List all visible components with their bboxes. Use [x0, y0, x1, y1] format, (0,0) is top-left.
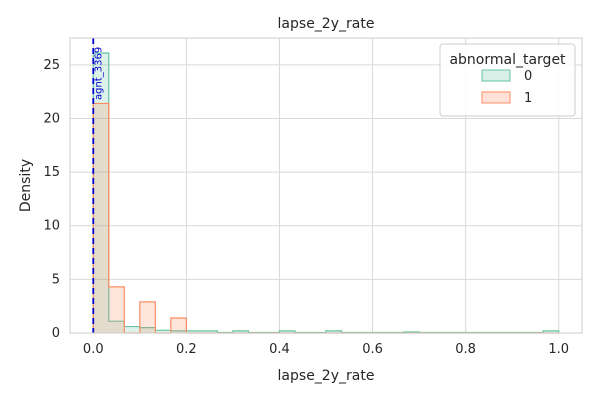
x-tick-label: 0.8 — [455, 342, 476, 357]
chart-title: lapse_2y_rate — [278, 16, 375, 32]
x-tick-label: 0.4 — [269, 342, 290, 357]
bar — [139, 327, 156, 333]
bar — [124, 326, 140, 333]
reference-line-group: agnt_3369 — [92, 38, 104, 333]
bar — [108, 321, 125, 333]
legend-entries: 01 — [481, 69, 532, 106]
legend-swatch — [481, 69, 511, 82]
legend-entry: 0 — [481, 69, 532, 84]
reference-line-label: agnt_3369 — [93, 47, 104, 100]
bar — [93, 103, 109, 333]
x-tick-label: 0.2 — [176, 342, 197, 357]
legend: abnormal_target 01 — [439, 43, 576, 117]
plot-frame — [69, 37, 583, 334]
legend-swatch — [481, 91, 511, 104]
y-tick-label: 15 — [43, 165, 60, 180]
bar — [279, 330, 295, 333]
bar — [170, 330, 187, 333]
bar — [232, 330, 249, 333]
legend-title: abnormal_target — [449, 52, 566, 68]
y-tick-label: 20 — [43, 111, 60, 126]
legend-label: 1 — [524, 91, 532, 106]
legend-box — [439, 43, 576, 117]
y-tick-label: 10 — [43, 219, 60, 234]
y-tick-label: 25 — [43, 58, 60, 73]
bar — [108, 286, 125, 333]
bar — [139, 301, 156, 333]
y-tick-label: 5 — [52, 272, 60, 287]
legend-entry: 1 — [481, 91, 532, 106]
bar — [170, 317, 187, 333]
x-tick-label: 0.0 — [83, 342, 104, 357]
legend-label: 0 — [524, 69, 532, 84]
bar — [186, 330, 202, 333]
bar — [155, 330, 171, 333]
y-axis-label: Density — [18, 159, 34, 212]
x-axis-label: lapse_2y_rate — [278, 368, 375, 384]
x-tick-label: 0.6 — [362, 342, 383, 357]
y-tick-label: 0 — [52, 326, 60, 341]
bar — [201, 330, 218, 333]
x-tick-label: 1.0 — [548, 342, 569, 357]
bar — [93, 53, 109, 333]
bar — [543, 330, 559, 333]
bar — [326, 330, 342, 333]
